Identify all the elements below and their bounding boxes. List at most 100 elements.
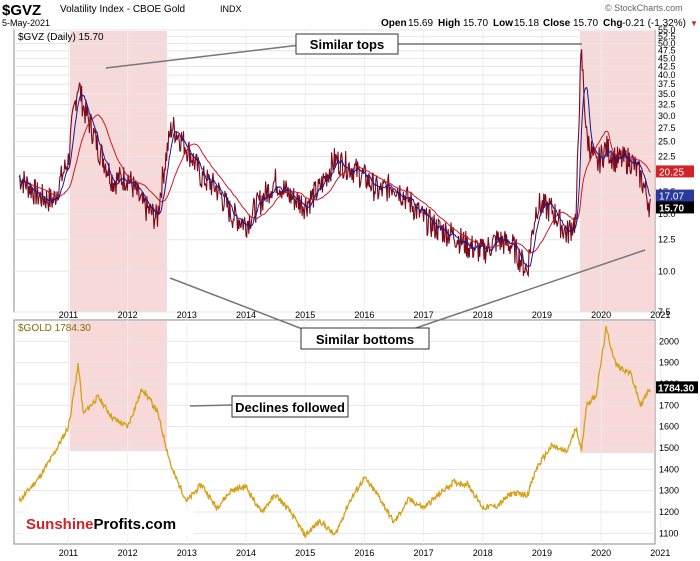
gold-price-badge-bg bbox=[656, 381, 698, 394]
gold-price-line bbox=[18, 325, 652, 538]
gold-x-tick-label: 2021 bbox=[650, 548, 670, 558]
gold-y-tick-label: 1900 bbox=[659, 358, 679, 368]
gold-y-axis: 2000190018001700160015001400130012001100 bbox=[659, 336, 679, 538]
gvz-y-tick-label: 52.5 bbox=[658, 32, 676, 42]
chg-value: -0.21 (-1.32%) bbox=[622, 18, 686, 29]
gold-x-tick-label: 2017 bbox=[414, 548, 434, 558]
down-arrow-icon: ▼ bbox=[690, 19, 698, 28]
gvz-x-tick-label: 2017 bbox=[414, 310, 434, 320]
tops-label-box bbox=[295, 33, 399, 55]
gvz-y-tick-label: 37.5 bbox=[658, 79, 676, 89]
gold-y-tick-label: 1500 bbox=[659, 443, 679, 453]
gold-x-tick-label: 2020 bbox=[591, 548, 611, 558]
gvz-highlight-2011 bbox=[70, 31, 167, 312]
gold-x-tick-label: 2013 bbox=[177, 548, 197, 558]
gvz-y-tick-label: 10.0 bbox=[658, 266, 676, 276]
annotation-similar-tops: Similar tops bbox=[105, 33, 582, 69]
gvz-y-tick-label: 50.0 bbox=[658, 38, 676, 48]
open-label: Open bbox=[381, 18, 407, 29]
brand-logo: SunshineProfits.com bbox=[22, 511, 194, 535]
gvz-y-tick-label: 45.0 bbox=[658, 53, 676, 63]
gold-x-tick-label: 2016 bbox=[354, 548, 374, 558]
declines-label-box bbox=[231, 395, 349, 418]
gold-highlight-2011 bbox=[70, 321, 167, 451]
gvz-y-tick-label: 25.0 bbox=[658, 137, 676, 147]
gvz-x-tick-label: 2020 bbox=[591, 310, 611, 320]
chg-label: Chg bbox=[603, 18, 622, 29]
brand-text: SunshineProfits.com bbox=[26, 516, 176, 533]
symbol-title: $GVZ bbox=[2, 2, 41, 19]
gvz-price-badge: 15.70 bbox=[659, 203, 684, 214]
date-label: 5-May-2021 bbox=[2, 18, 50, 28]
gvz-price-line bbox=[18, 49, 652, 278]
annotation-similar-bottoms: Similar bottoms bbox=[169, 249, 646, 350]
gvz-y-tick-label: 7.5 bbox=[658, 307, 671, 317]
gvz-y-tick-label: 47.5 bbox=[658, 46, 676, 56]
bottoms-pointer-right bbox=[409, 249, 646, 331]
gold-y-tick-label: 1600 bbox=[659, 422, 679, 432]
gvz-x-tick-label: 2011 bbox=[59, 310, 78, 320]
gvz-x-tick-label: 2021 bbox=[650, 310, 670, 320]
gvz-y-tick-label: 22.5 bbox=[658, 152, 676, 162]
gold-y-tick-label: 1700 bbox=[659, 400, 679, 410]
gold-price-badge: 1784.30 bbox=[658, 383, 695, 394]
high-value: 15.70 bbox=[463, 18, 488, 29]
gvz-highlight-2020 bbox=[580, 31, 655, 312]
gvz-x-tick-label: 2012 bbox=[118, 310, 138, 320]
gvz-y-tick-label: 12.5 bbox=[658, 235, 676, 245]
brand-part-2: Profits.com bbox=[94, 516, 177, 533]
high-label: High bbox=[438, 18, 460, 29]
gvz-x-tick-label: 2013 bbox=[177, 310, 197, 320]
gvz-y-tick-label: 32.5 bbox=[658, 99, 676, 109]
ma-short-badge-bg bbox=[656, 189, 694, 202]
gold-y-tick-label: 1200 bbox=[659, 507, 679, 517]
gvz-y-tick-label: 15.0 bbox=[658, 209, 676, 219]
close-value: 15.70 bbox=[573, 18, 598, 29]
gvz-x-tick-label: 2015 bbox=[295, 310, 315, 320]
gvz-x-tick-label: 2018 bbox=[473, 310, 493, 320]
brand-part-1: Sunshine bbox=[26, 516, 94, 533]
gold-panel: 2000190018001700160015001400130012001100… bbox=[13, 319, 679, 545]
open-value: 15.69 bbox=[408, 18, 433, 29]
gold-x-tick-label: 2012 bbox=[118, 548, 138, 558]
ma-long-badge: 20.25 bbox=[659, 167, 684, 178]
gvz-x-tick-label: 2014 bbox=[236, 310, 256, 320]
index-name: Volatility Index - CBOE Gold bbox=[60, 4, 185, 15]
gold-highlight-2020 bbox=[580, 321, 655, 453]
gvz-x-tick-label: 2019 bbox=[532, 310, 552, 320]
tops-label: Similar tops bbox=[310, 37, 384, 52]
gold-x-tick-label: 2014 bbox=[236, 548, 256, 558]
brand-bg bbox=[22, 511, 194, 535]
gvz-y-tick-label: 35.0 bbox=[658, 89, 676, 99]
gvz-y-tick-label: 55.0 bbox=[658, 25, 676, 35]
gold-x-tick-label: 2011 bbox=[59, 548, 78, 558]
ma-short-badge: 17.07 bbox=[659, 192, 684, 203]
gold-x-tick-label: 2019 bbox=[532, 548, 552, 558]
gvz-x-axis: 2011 2012 2013 2014 2015 2016 2017 2018 2019 2020… bbox=[59, 310, 671, 320]
gvz-badges: 20.25 17.07 15.70 bbox=[656, 165, 694, 214]
gvz-short-moving-average bbox=[18, 86, 651, 269]
gvz-price-badge-bg bbox=[656, 201, 694, 214]
gvz-y-tick-label: 42.5 bbox=[658, 61, 676, 71]
gold-x-tick-label: 2018 bbox=[473, 548, 493, 558]
gvz-legend: $GVZ (Daily) 15.70 bbox=[18, 32, 104, 43]
gvz-panel: 55.052.550.047.545.042.540.037.535.032.5… bbox=[13, 25, 676, 317]
gold-y-tick-label: 2000 bbox=[659, 336, 679, 346]
gvz-x-tick-label: 2016 bbox=[354, 310, 374, 320]
gold-y-tick-label: 1100 bbox=[659, 528, 678, 538]
tops-pointer-left bbox=[105, 44, 301, 69]
close-label: Close bbox=[543, 18, 571, 29]
bottoms-label: Similar bottoms bbox=[316, 332, 414, 347]
gold-y-tick-label: 1400 bbox=[659, 464, 679, 474]
gvz-y-tick-label: 30.0 bbox=[658, 111, 676, 121]
gvz-long-moving-average bbox=[18, 114, 651, 254]
annotation-declines-followed: Declines followed bbox=[189, 395, 349, 418]
gold-legend: $GOLD 1784.30 bbox=[18, 323, 91, 334]
ma-long-badge-bg bbox=[656, 165, 694, 178]
gvz-y-tick-label: 40.0 bbox=[658, 70, 676, 80]
declines-pointer bbox=[189, 404, 233, 407]
watermark: © StockCharts.com bbox=[605, 3, 683, 13]
exchange-label: INDX bbox=[220, 4, 242, 14]
low-label: Low bbox=[493, 18, 513, 29]
